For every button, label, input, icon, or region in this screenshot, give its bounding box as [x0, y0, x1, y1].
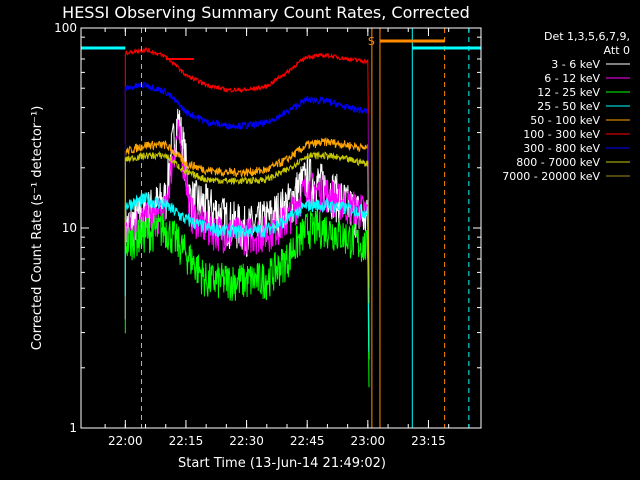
x-tick-label: 23:15	[411, 434, 446, 448]
x-tick-label: 23:00	[351, 434, 386, 448]
y-tick-label: 1	[69, 421, 77, 435]
series-line	[124, 210, 370, 388]
legend-header-line-2: Att 0	[604, 44, 630, 57]
legend-entry: 6 - 12 keV	[544, 72, 600, 85]
legend-header-line-1: Det 1,3,5,6,7,9,	[544, 30, 630, 43]
legend-entry: 25 - 50 keV	[537, 100, 600, 113]
series-line	[124, 136, 370, 289]
series-line	[124, 150, 370, 304]
legend-entry: 12 - 25 keV	[537, 86, 600, 99]
plot-frame	[80, 27, 482, 429]
x-tick-label: 22:30	[229, 434, 264, 448]
y-tick-label: 10	[62, 221, 77, 235]
legend-entry: 7000 - 20000 keV	[502, 170, 600, 183]
series-line	[124, 81, 370, 252]
legend-entry: 3 - 6 keV	[551, 58, 600, 71]
x-tick-label: 22:45	[290, 434, 325, 448]
chart-title: HESSI Observing Summary Count Rates, Cor…	[62, 3, 470, 22]
legend-entry: 100 - 300 keV	[523, 128, 600, 141]
x-tick-label: 22:15	[169, 434, 204, 448]
legend-entry: 800 - 7000 keV	[516, 156, 600, 169]
x-tick-label: 22:00	[108, 434, 143, 448]
series-line	[124, 192, 370, 353]
legend-entry: 300 - 800 keV	[523, 142, 600, 155]
series-line	[124, 108, 370, 360]
x-axis-label: Start Time (13-Jun-14 21:49:02)	[178, 456, 386, 471]
plot-area: 1 10 100 22:00 22:15 22:30 22:45 23:00 23:15 S	[54, 21, 481, 448]
flag-label: S	[368, 35, 375, 48]
legend-entry: 50 - 100 keV	[530, 114, 600, 127]
series-line	[124, 46, 370, 202]
y-tick-label: 100	[54, 21, 77, 35]
y-axis-label: Corrected Count Rate (s⁻¹ detector⁻¹)	[30, 106, 45, 351]
